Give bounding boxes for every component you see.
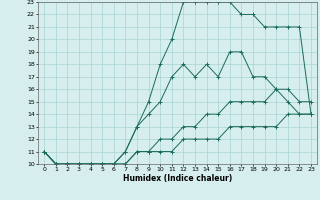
X-axis label: Humidex (Indice chaleur): Humidex (Indice chaleur) [123,174,232,183]
